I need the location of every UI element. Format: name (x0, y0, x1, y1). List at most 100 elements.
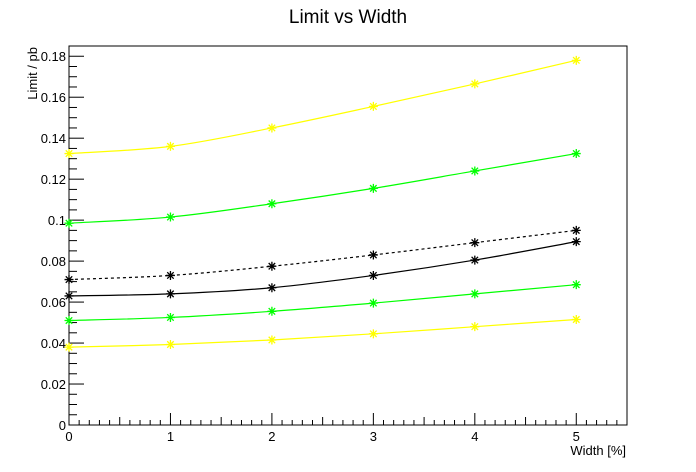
data-point-marker (267, 306, 277, 316)
plot-frame (68, 45, 628, 426)
asterisk-marker-shape (571, 149, 581, 159)
asterisk-marker-shape (64, 275, 74, 285)
data-point-marker (368, 329, 378, 339)
data-point-marker (470, 322, 480, 332)
data-point-marker (368, 250, 378, 260)
asterisk-marker-shape (165, 312, 175, 322)
y-tick-label: 0.14 (41, 131, 66, 146)
y-tick-label: 0.04 (41, 336, 66, 351)
x-tick-label: 0 (65, 429, 72, 444)
series-2 (64, 149, 581, 228)
asterisk-marker-shape (571, 55, 581, 65)
asterisk-marker-shape (368, 329, 378, 339)
data-point-marker (165, 141, 175, 151)
series-1 (64, 55, 581, 159)
x-tick-label: 4 (471, 429, 478, 444)
x-tick-label: 1 (167, 429, 174, 444)
data-point-marker (165, 312, 175, 322)
data-point-marker (571, 55, 581, 65)
asterisk-marker-shape (165, 141, 175, 151)
data-point-marker (64, 149, 74, 159)
data-point-marker (368, 270, 378, 280)
series-6 (64, 314, 581, 352)
asterisk-marker-shape (470, 322, 480, 332)
series-3 (64, 225, 581, 285)
data-point-marker (470, 255, 480, 265)
y-tick-label: 0.16 (41, 90, 66, 105)
asterisk-marker-shape (267, 123, 277, 133)
asterisk-marker-shape (64, 149, 74, 159)
y-tick-label: 0.18 (41, 49, 66, 64)
data-point-marker (165, 212, 175, 222)
asterisk-marker-shape (470, 255, 480, 265)
asterisk-marker-shape (267, 283, 277, 293)
asterisk-marker-shape (571, 314, 581, 324)
y-tick-label: 0 (59, 418, 66, 433)
asterisk-marker-shape (267, 335, 277, 345)
axes: 0 1 2 3 4 5 0 0.02 0.04 0.06 0.08 0.1 0.12 0.14 0.16 0.… (41, 45, 628, 444)
data-point-marker (470, 238, 480, 248)
data-point-marker (368, 183, 378, 193)
asterisk-marker-shape (64, 316, 74, 326)
asterisk-marker-shape (267, 306, 277, 316)
data-point-marker (64, 291, 74, 301)
data-point-marker (165, 270, 175, 280)
asterisk-marker-shape (165, 289, 175, 299)
data-point-marker (267, 335, 277, 345)
asterisk-marker-shape (571, 237, 581, 247)
data-point-marker (368, 101, 378, 111)
asterisk-marker-shape (368, 270, 378, 280)
x-tick-label: 3 (370, 429, 377, 444)
data-point-marker (267, 283, 277, 293)
data-point-marker (267, 199, 277, 209)
data-point-marker (571, 237, 581, 247)
asterisk-marker-shape (368, 101, 378, 111)
series-line (68, 284, 577, 322)
data-point-marker (571, 149, 581, 159)
x-tick-label: 5 (573, 429, 580, 444)
asterisk-marker-shape (165, 270, 175, 280)
asterisk-marker-shape (368, 183, 378, 193)
series-5 (64, 280, 581, 326)
data-point-marker (571, 314, 581, 324)
series-line (68, 318, 577, 348)
data-point-marker (165, 289, 175, 299)
asterisk-marker-shape (571, 280, 581, 290)
y-tick-label: 0.08 (41, 254, 66, 269)
y-axis-label: Limit / pb (25, 47, 40, 100)
series-line (68, 59, 577, 155)
data-point-marker (64, 316, 74, 326)
data-point-marker (64, 218, 74, 228)
asterisk-marker-shape (64, 342, 74, 352)
data-point-marker (64, 275, 74, 285)
asterisk-marker-shape (165, 339, 175, 349)
asterisk-marker-shape (470, 166, 480, 176)
x-tick-label: 2 (268, 429, 275, 444)
y-tick-label: 0.1 (48, 213, 66, 228)
data-point-marker (571, 280, 581, 290)
asterisk-marker-shape (470, 289, 480, 299)
data-point-marker (470, 79, 480, 89)
series-4 (64, 237, 581, 301)
x-axis-label: Width [%] (570, 443, 626, 458)
data-point-marker (368, 298, 378, 308)
y-tick-label: 0.06 (41, 295, 66, 310)
y-tick-label: 0.12 (41, 172, 66, 187)
asterisk-marker-shape (470, 79, 480, 89)
asterisk-marker-shape (267, 261, 277, 271)
series-line (68, 241, 577, 297)
y-tick-label: 0.02 (41, 377, 66, 392)
asterisk-marker-shape (368, 298, 378, 308)
series-line (68, 229, 577, 281)
series-layer (64, 55, 581, 352)
data-point-marker (470, 289, 480, 299)
asterisk-marker-shape (571, 225, 581, 235)
asterisk-marker-shape (368, 250, 378, 260)
data-point-marker (571, 225, 581, 235)
asterisk-marker-shape (64, 291, 74, 301)
chart-title: Limit vs Width (289, 7, 407, 28)
asterisk-marker-shape (267, 199, 277, 209)
asterisk-marker-shape (470, 238, 480, 248)
data-point-marker (267, 261, 277, 271)
